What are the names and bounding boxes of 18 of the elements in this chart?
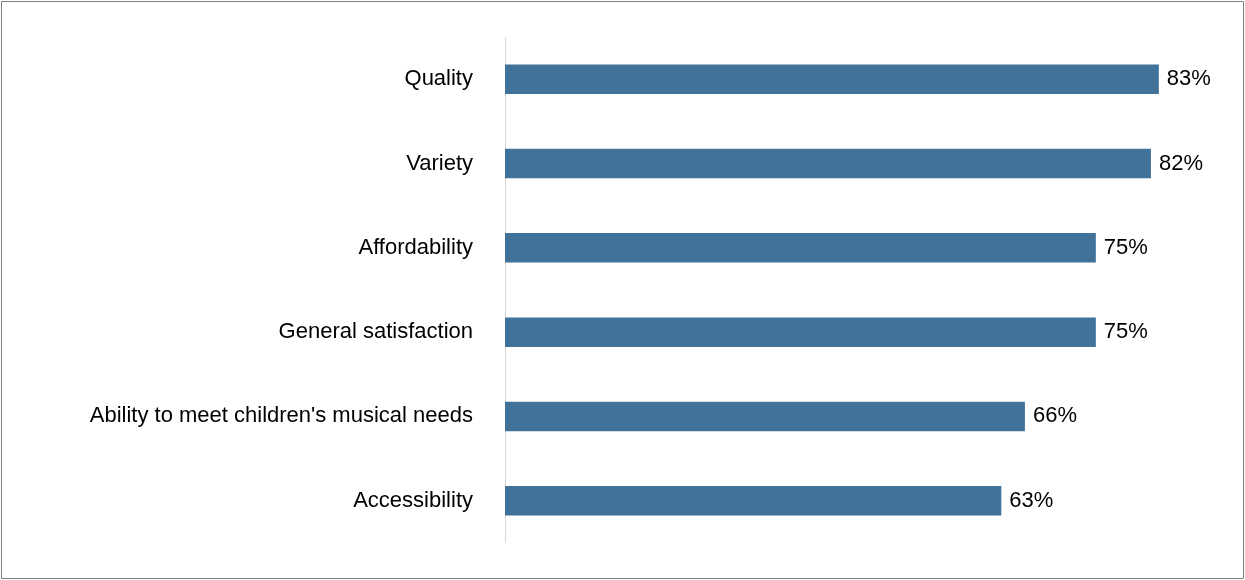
- data-label: 82%: [1158, 149, 1204, 175]
- bar: [505, 317, 1096, 347]
- data-label: 83%: [1166, 65, 1211, 91]
- data-label: 66%: [1032, 402, 1077, 428]
- data-label: 75%: [1103, 318, 1148, 344]
- y-tick-label: Variety: [406, 149, 473, 175]
- y-tick-label: Accessibility: [353, 486, 473, 512]
- y-tick-label: General satisfaction: [278, 318, 473, 344]
- data-label: 75%: [1103, 233, 1148, 259]
- bar: [505, 401, 1025, 432]
- bar: [505, 485, 1002, 516]
- bar: [505, 148, 1151, 179]
- y-tick-label: Ability to meet children's musical needs: [89, 402, 473, 428]
- bar: [505, 64, 1159, 95]
- data-label: 63%: [1009, 486, 1054, 512]
- y-tick-label: Affordability: [358, 233, 473, 259]
- y-tick-label: Quality: [404, 65, 473, 91]
- bar: [505, 233, 1096, 263]
